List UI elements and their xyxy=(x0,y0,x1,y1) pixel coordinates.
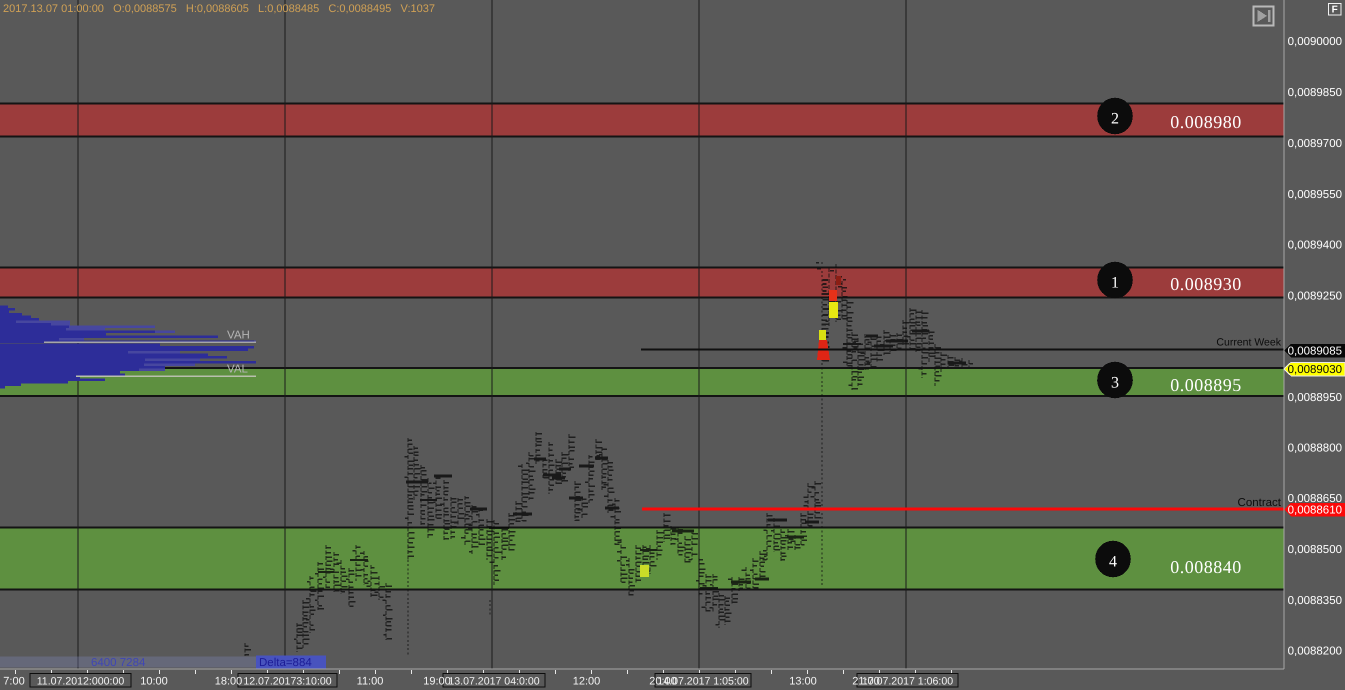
svg-text:0,0089850: 0,0089850 xyxy=(1288,87,1342,99)
svg-text:2017.13.07 01:00:00 O:0,0088: 2017.13.07 01:00:00 O:0,0088575 H:0,0088… xyxy=(3,3,435,15)
svg-text:11.07.2012:000:00: 11.07.2012:000:00 xyxy=(37,676,125,688)
svg-text:13.07.2017 04:0:00: 13.07.2017 04:0:00 xyxy=(448,676,539,688)
svg-text:0,0089550: 0,0089550 xyxy=(1288,189,1342,201)
svg-text:19:00: 19:00 xyxy=(423,676,451,688)
svg-text:0,0088800: 0,0088800 xyxy=(1288,443,1342,455)
svg-text:4: 4 xyxy=(1109,554,1117,571)
svg-text:0,0089250: 0,0089250 xyxy=(1288,291,1342,303)
svg-text:0,0089400: 0,0089400 xyxy=(1288,240,1342,252)
svg-text:2: 2 xyxy=(1111,111,1119,128)
svg-text:21:00: 21:00 xyxy=(852,676,880,688)
svg-text:VAH: VAH xyxy=(227,330,250,342)
svg-text:0.008895: 0.008895 xyxy=(1170,375,1242,395)
svg-text:F: F xyxy=(1332,5,1338,16)
svg-text:13:00: 13:00 xyxy=(789,676,817,688)
svg-text:Contract: Contract xyxy=(1238,497,1282,509)
svg-text:0.008840: 0.008840 xyxy=(1170,557,1242,577)
svg-text:14.07.2017 1:05:00: 14.07.2017 1:05:00 xyxy=(657,676,748,688)
svg-text:1: 1 xyxy=(1111,275,1119,292)
svg-text:3: 3 xyxy=(1111,375,1119,392)
svg-text:0,0089700: 0,0089700 xyxy=(1288,138,1342,150)
svg-text:VAL: VAL xyxy=(227,364,248,376)
svg-text:12.07.20173:10:00: 12.07.20173:10:00 xyxy=(243,676,331,688)
svg-text:0,0088610: 0,0088610 xyxy=(1288,505,1342,517)
svg-text:0,0089085: 0,0089085 xyxy=(1288,346,1342,358)
svg-text:Current Week: Current Week xyxy=(1216,337,1281,349)
svg-text:10:00: 10:00 xyxy=(140,676,168,688)
svg-text:18:00: 18:00 xyxy=(215,676,243,688)
svg-text:11:00: 11:00 xyxy=(357,676,384,688)
svg-text:6400 7284: 6400 7284 xyxy=(91,657,146,669)
svg-text:Delta=884: Delta=884 xyxy=(259,657,312,669)
svg-text:0,0088650: 0,0088650 xyxy=(1288,493,1342,505)
svg-text:0.008930: 0.008930 xyxy=(1170,274,1242,294)
svg-text:0,0089030: 0,0089030 xyxy=(1288,364,1342,376)
svg-text:0,0088200: 0,0088200 xyxy=(1288,646,1342,658)
svg-text:20:00: 20:00 xyxy=(649,676,677,688)
svg-text:0,0088350: 0,0088350 xyxy=(1288,595,1342,607)
svg-text:7:00: 7:00 xyxy=(3,676,24,688)
svg-text:0,0090000: 0,0090000 xyxy=(1288,36,1342,48)
svg-text:12:00: 12:00 xyxy=(573,676,601,688)
svg-text:0,0088500: 0,0088500 xyxy=(1288,544,1342,556)
svg-text:17.07.2017 1:06:00: 17.07.2017 1:06:00 xyxy=(862,676,953,688)
svg-text:0.008980: 0.008980 xyxy=(1170,112,1242,132)
svg-text:0,0088950: 0,0088950 xyxy=(1288,392,1342,404)
